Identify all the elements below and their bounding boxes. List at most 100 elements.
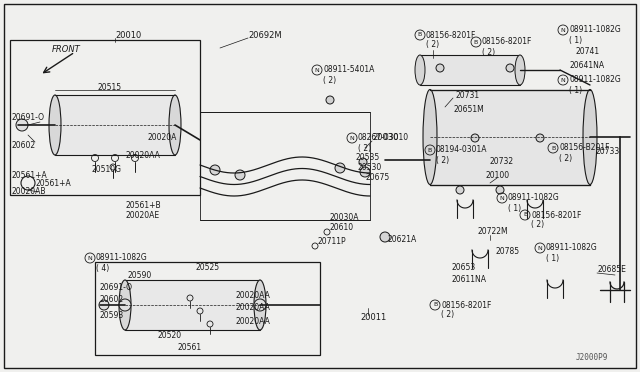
Circle shape [496, 186, 504, 194]
Text: 20651M: 20651M [453, 106, 484, 115]
Bar [10, 40, 200, 195]
Text: ( 1): ( 1) [546, 253, 559, 263]
Text: 20525: 20525 [195, 263, 219, 273]
Text: ( 2): ( 2) [323, 76, 336, 84]
Text: 20561+B: 20561+B [125, 201, 161, 209]
Text: J2000P9: J2000P9 [575, 353, 608, 362]
Text: 20611NA: 20611NA [452, 276, 487, 285]
Text: 20020AA: 20020AA [235, 317, 270, 326]
Circle shape [380, 232, 390, 242]
Text: 20741: 20741 [575, 48, 599, 57]
Polygon shape [55, 95, 175, 155]
Text: 08156-8201F: 08156-8201F [426, 31, 476, 39]
Text: N: N [538, 246, 542, 250]
Text: 20020AE: 20020AE [125, 211, 159, 219]
Text: 08911-1082G: 08911-1082G [546, 244, 598, 253]
Text: 20653: 20653 [452, 263, 476, 273]
Text: B: B [523, 212, 527, 218]
Text: ( 1): ( 1) [569, 35, 582, 45]
Polygon shape [420, 55, 520, 85]
Text: 08911-5401A: 08911-5401A [323, 65, 374, 74]
Text: 20020AA: 20020AA [125, 151, 160, 160]
Text: 20030A: 20030A [330, 214, 360, 222]
Text: 08156-B201F: 08156-B201F [559, 144, 609, 153]
Text: 20685E: 20685E [598, 266, 627, 275]
Text: 20691-O: 20691-O [12, 113, 45, 122]
Ellipse shape [423, 90, 437, 185]
Text: 08194-0301A: 08194-0301A [436, 145, 488, 154]
Text: 20515: 20515 [97, 83, 121, 93]
Text: 08267-03010: 08267-03010 [358, 134, 409, 142]
Text: ( 2): ( 2) [531, 221, 544, 230]
Text: 08156-8201F: 08156-8201F [531, 211, 581, 219]
Text: 08156-8201F: 08156-8201F [441, 301, 492, 310]
Text: 20530: 20530 [358, 164, 382, 173]
Ellipse shape [254, 280, 266, 330]
Polygon shape [125, 280, 260, 330]
Text: B: B [474, 39, 478, 45]
Circle shape [506, 64, 514, 72]
Text: 20731: 20731 [455, 90, 479, 99]
Text: 20641NA: 20641NA [570, 61, 605, 70]
Text: 08911-1082G: 08911-1082G [508, 193, 560, 202]
Circle shape [360, 167, 370, 177]
Ellipse shape [583, 90, 597, 185]
Circle shape [471, 134, 479, 142]
Text: ( 1): ( 1) [508, 203, 521, 212]
Text: 20100: 20100 [485, 170, 509, 180]
Text: 20030: 20030 [372, 134, 398, 142]
Text: N: N [349, 135, 355, 141]
Text: 20020A: 20020A [148, 134, 177, 142]
Circle shape [335, 163, 345, 173]
Text: N: N [88, 256, 92, 260]
Text: ( 2): ( 2) [441, 311, 454, 320]
Text: FRONT: FRONT [52, 45, 81, 55]
Text: ( 2): ( 2) [559, 154, 572, 163]
Text: 20692M: 20692M [248, 31, 282, 39]
Text: 20785: 20785 [495, 247, 519, 257]
Circle shape [16, 119, 28, 131]
Text: N: N [561, 77, 565, 83]
Bar [95, 262, 320, 355]
Ellipse shape [415, 55, 425, 85]
Ellipse shape [119, 280, 131, 330]
Text: ( 1): ( 1) [569, 86, 582, 94]
Ellipse shape [515, 55, 525, 85]
Text: 20010: 20010 [115, 31, 141, 39]
Text: 20561+A: 20561+A [36, 179, 72, 187]
Text: 20020AA: 20020AA [235, 304, 270, 312]
Text: 20691-O: 20691-O [100, 283, 133, 292]
Circle shape [359, 158, 367, 166]
Ellipse shape [169, 95, 181, 155]
Text: 20561+A: 20561+A [12, 170, 48, 180]
Polygon shape [430, 90, 590, 185]
Text: 20711P: 20711P [317, 237, 346, 247]
Text: ( 2): ( 2) [482, 48, 495, 57]
Text: ( 2): ( 2) [358, 144, 371, 153]
Text: 20733: 20733 [595, 148, 620, 157]
Text: B: B [428, 148, 432, 153]
Text: 20011: 20011 [360, 314, 387, 323]
Text: 20602: 20602 [100, 295, 124, 305]
Text: 20593: 20593 [100, 311, 124, 320]
Text: 20520: 20520 [158, 330, 182, 340]
Text: 20020AA: 20020AA [235, 291, 270, 299]
Text: 08911-1082G: 08911-1082G [569, 26, 621, 35]
Text: 08911-1082G: 08911-1082G [96, 253, 148, 263]
Circle shape [210, 165, 220, 175]
Circle shape [235, 170, 245, 180]
Text: 20561: 20561 [178, 343, 202, 353]
Text: 20602: 20602 [12, 141, 36, 150]
Text: N: N [315, 67, 319, 73]
Circle shape [436, 64, 444, 72]
Text: 20020AB: 20020AB [12, 187, 47, 196]
Text: B: B [551, 145, 555, 151]
Circle shape [456, 186, 464, 194]
Text: 20535: 20535 [355, 154, 380, 163]
Text: 20621A: 20621A [388, 235, 417, 244]
Circle shape [536, 134, 544, 142]
Text: N: N [500, 196, 504, 201]
Text: 20610: 20610 [330, 224, 354, 232]
Text: ( 2): ( 2) [436, 155, 449, 164]
Text: 08911-1082G: 08911-1082G [569, 76, 621, 84]
